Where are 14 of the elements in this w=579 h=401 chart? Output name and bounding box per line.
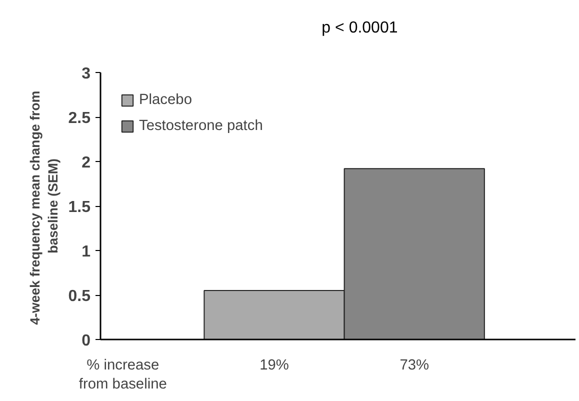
y-axis-title: 4-week frequency mean change from baseline (SEM) [27, 90, 60, 325]
text: % increase from baseline [78, 358, 167, 393]
text: p < 0.0001 [322, 19, 398, 36]
y-tick-label: 1.5 [68, 199, 91, 216]
y-tick-label: 0 [82, 332, 91, 350]
y-tick-label: 3 [82, 66, 91, 82]
y-tick-label: 0.5 [68, 288, 91, 305]
y-tick-label: 2 [82, 154, 91, 172]
x-tick-label: 19% [260, 358, 289, 374]
y-tick-label: 2.5 [68, 110, 91, 127]
x-tick-label: 73% [400, 358, 430, 374]
legend-label: Placebo [139, 92, 192, 108]
legend-label: Testosterone patch [139, 118, 263, 134]
y-tick-label: 1 [82, 244, 91, 260]
